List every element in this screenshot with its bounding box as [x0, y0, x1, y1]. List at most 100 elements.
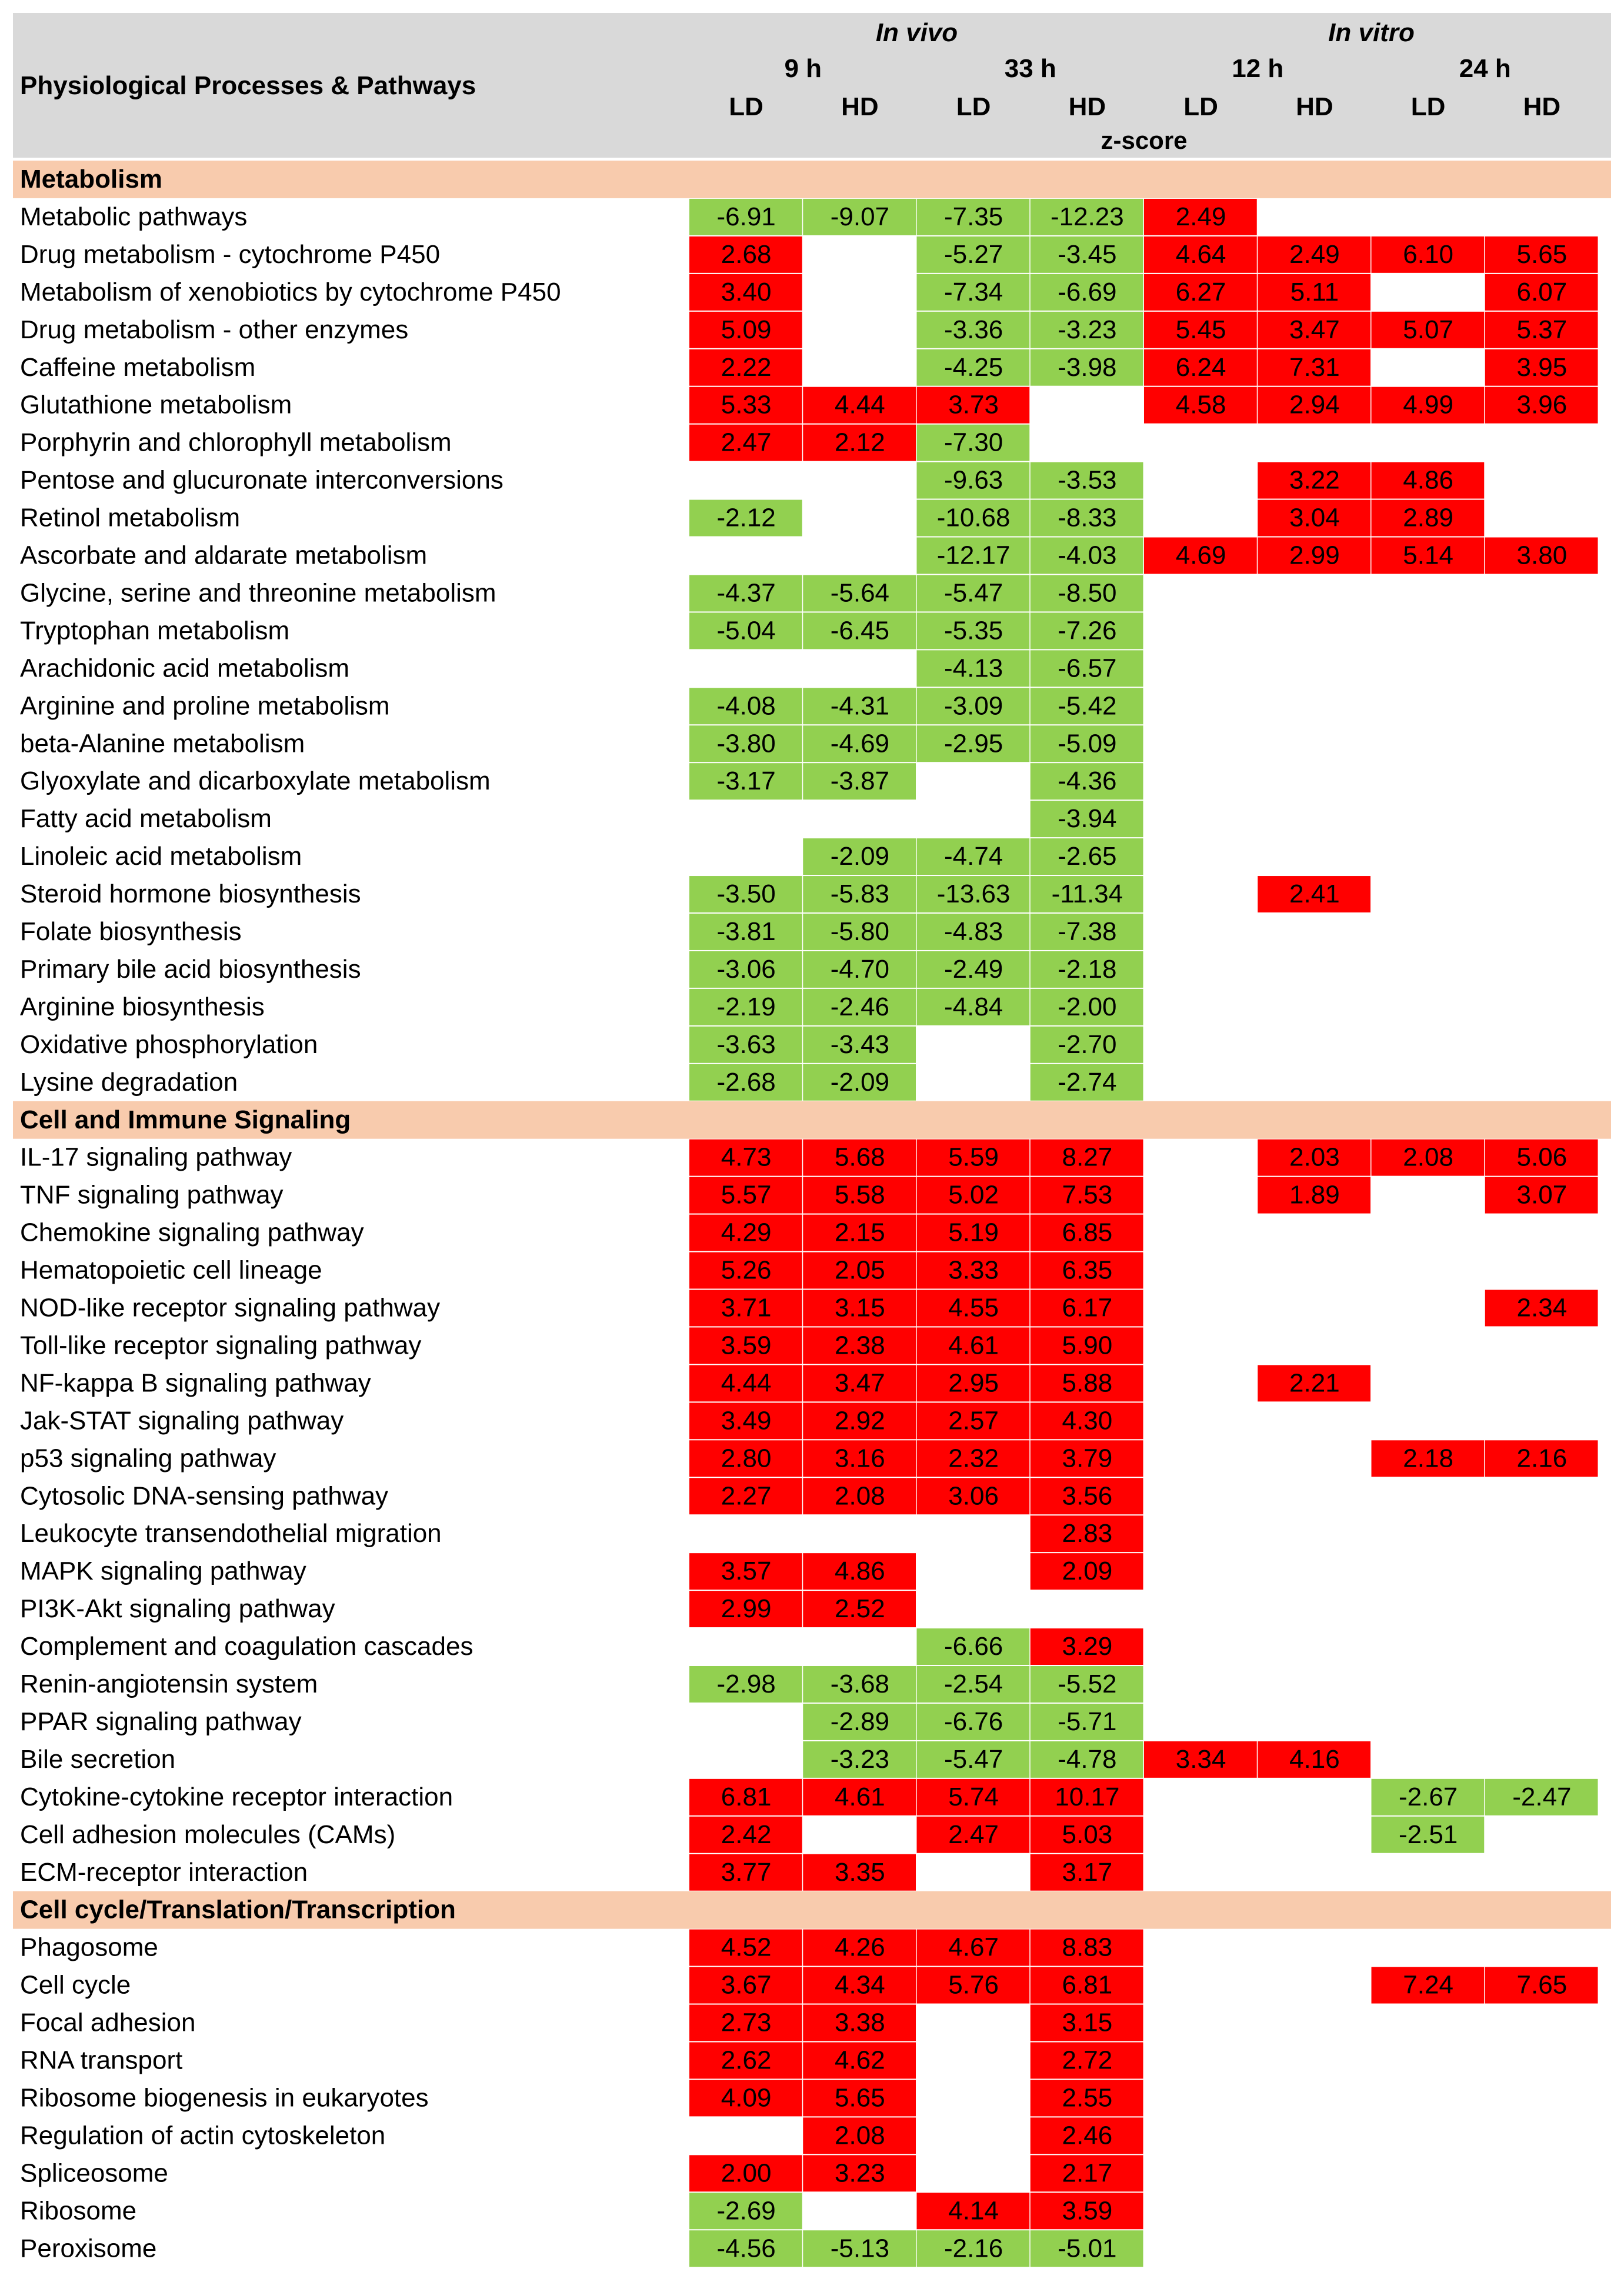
zscore-value: -5.35 [944, 616, 1003, 645]
zscore-cell [689, 1177, 802, 1214]
zscore-cell [916, 1214, 1030, 1251]
zscore-value: -2.65 [1058, 842, 1116, 871]
zscore-cell [1258, 387, 1370, 424]
zscore-value: 2.22 [721, 353, 772, 382]
zscore-cell [689, 236, 802, 273]
zscore-cell [803, 876, 916, 912]
zscore-cell [689, 2230, 802, 2267]
zscore-cell [1030, 2004, 1143, 2041]
zscore-cell [803, 1666, 916, 1703]
pathway-label: Regulation of actin cytoskeleton [20, 2121, 385, 2150]
zscore-cell [1485, 274, 1598, 311]
zscore-cell [803, 1778, 916, 1815]
zscore-value: 5.58 [835, 1181, 885, 1210]
zscore-cell [803, 424, 916, 461]
pathway-label: Ribosome biogenesis in eukaryotes [20, 2083, 429, 2112]
zscore-value: 4.64 [1176, 240, 1226, 269]
zscore-value: -8.33 [1058, 504, 1116, 532]
zscore-cell [916, 274, 1030, 311]
zscore-cell [916, 688, 1030, 725]
zscore-cell [689, 1290, 802, 1327]
zscore-value: -3.81 [716, 917, 775, 946]
zscore-value: -6.45 [831, 616, 889, 645]
zscore-cell [1371, 462, 1485, 499]
zscore-cell [916, 988, 1030, 1025]
zscore-cell [803, 198, 916, 235]
zscore-cell [916, 575, 1030, 612]
zscore-value: -4.74 [944, 842, 1003, 871]
zscore-value: -3.23 [1058, 315, 1116, 344]
zscore-cell [916, 1139, 1030, 1176]
zscore-cell [916, 1177, 1030, 1214]
zscore-value: 2.17 [1062, 2158, 1113, 2187]
zscore-cell [803, 1252, 916, 1289]
zscore-value: 4.58 [1176, 391, 1226, 419]
zscore-value: -5.47 [944, 1745, 1003, 1774]
zscore-cell [1371, 387, 1485, 424]
zscore-cell [803, 1327, 916, 1364]
zscore-cell [1030, 951, 1143, 988]
zscore-value: -5.71 [1058, 1707, 1116, 1736]
pathway-label: NF-kappa B signaling pathway [20, 1368, 371, 1397]
zscore-value: 2.15 [835, 1218, 885, 1247]
zscore-cell [1030, 1816, 1143, 1853]
zscore-cell [1030, 1553, 1143, 1590]
zscore-cell [1144, 537, 1257, 574]
zscore-value: 4.30 [1062, 1406, 1113, 1435]
zscore-cell [689, 499, 802, 537]
zscore-value: -4.03 [1058, 541, 1116, 570]
zscore-cell [1030, 1327, 1143, 1364]
pathway-label: PPAR signaling pathway [20, 1707, 302, 1736]
zscore-value: -4.84 [944, 992, 1003, 1021]
pathway-label: p53 signaling pathway [20, 1444, 276, 1473]
section-title: Metabolism [20, 165, 162, 194]
zscore-value: -3.68 [831, 1670, 889, 1698]
zscore-cell [1144, 349, 1257, 386]
zscore-value: -5.42 [1058, 691, 1116, 720]
zscore-value: -7.35 [944, 202, 1003, 231]
zscore-value: 3.67 [721, 1971, 772, 2000]
zscore-cell [1030, 2230, 1143, 2267]
zscore-cell [689, 1591, 802, 1628]
zscore-cell [1030, 1064, 1143, 1101]
zscore-value: -12.23 [1051, 202, 1124, 231]
zscore-cell [1485, 1177, 1598, 1214]
zscore-value: 4.34 [835, 1971, 885, 2000]
pathway-label: Steroid hormone biosynthesis [20, 880, 361, 908]
zscore-cell [1030, 763, 1143, 800]
group-label-in-vitro: In vitro [1328, 18, 1415, 47]
zscore-value: 7.53 [1062, 1181, 1113, 1210]
zscore-cell [803, 725, 916, 762]
zscore-value: 8.83 [1062, 1933, 1113, 1962]
zscore-cell [689, 1214, 802, 1251]
zscore-value: 3.15 [835, 1294, 885, 1322]
zscore-value: -3.80 [716, 729, 775, 758]
pathway-label: Cytosolic DNA-sensing pathway [20, 1481, 388, 1510]
zscore-cell [803, 1402, 916, 1440]
zscore-value: -2.09 [831, 1068, 889, 1097]
zscore-value: 6.17 [1062, 1294, 1113, 1322]
zscore-value: 4.99 [1403, 391, 1453, 419]
zscore-value: -2.68 [716, 1068, 775, 1097]
zscore-value: -2.46 [831, 992, 889, 1021]
dose-label: LD [1411, 92, 1446, 121]
zscore-cell [1371, 1139, 1485, 1176]
zscore-value: -4.31 [831, 691, 889, 720]
zscore-cell [689, 387, 802, 424]
zscore-cell [916, 236, 1030, 273]
zscore-value: 4.16 [1289, 1745, 1340, 1774]
zscore-cell [916, 1816, 1030, 1853]
zscore-cell [689, 1478, 802, 1515]
zscore-value: 2.38 [835, 1331, 885, 1360]
pathway-label: Arginine and proline metabolism [20, 691, 390, 720]
zscore-value: 2.08 [835, 2121, 885, 2150]
zscore-value: 5.14 [1403, 541, 1453, 570]
zscore-cell [916, 198, 1030, 235]
zscore-cell [1030, 349, 1143, 386]
zscore-cell [689, 2004, 802, 2041]
pathway-label: Arachidonic acid metabolism [20, 654, 349, 682]
zscore-value: -5.47 [944, 578, 1003, 607]
pathway-label: Spliceosome [20, 2158, 168, 2187]
zscore-value: -3.09 [944, 691, 1003, 720]
zscore-value: 3.07 [1517, 1181, 1568, 1210]
